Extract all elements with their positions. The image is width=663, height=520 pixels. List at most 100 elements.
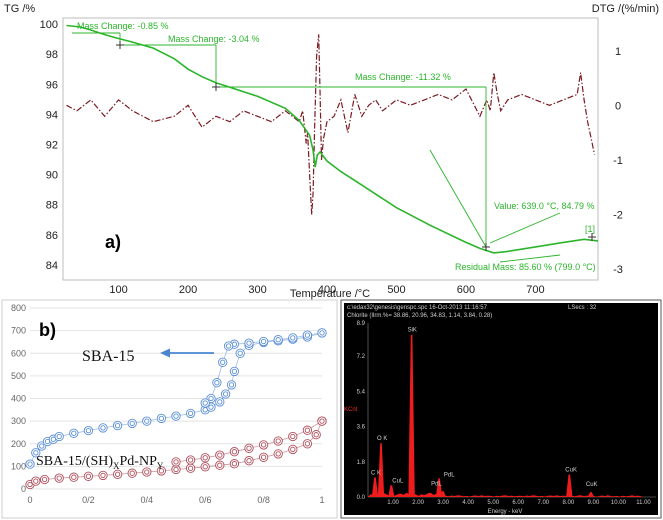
isotherm-point [156, 466, 167, 476]
isotherm-point-inner [275, 438, 281, 444]
isotherm-x-tick: 0/8 [257, 495, 270, 505]
isotherm-point [54, 431, 64, 442]
tg-y-tick: 86 [46, 230, 58, 242]
edx-x-tick: 4.00 [462, 500, 474, 506]
isotherm-point-inner [100, 425, 106, 431]
edx-x-axis-label: Energy - keV [488, 509, 523, 515]
edx-sample-header: Chlorite (Ilrm.%= 38.86, 20.96, 34.83, 1… [347, 313, 492, 319]
isotherm-point [288, 431, 298, 442]
isotherm-y-tick: 200 [11, 439, 26, 449]
edx-peak-label: C K [371, 470, 381, 476]
temperature-x-tick: 200 [179, 284, 197, 296]
isotherm-y-tick: 700 [11, 326, 26, 336]
isotherm-point-inner [173, 459, 179, 465]
isotherm-point [302, 439, 313, 449]
isotherm-point [229, 447, 240, 457]
isotherm-y-ticks: 800 700 600 500 400 300 200 100 0 [11, 303, 26, 494]
isotherm-point-inner [173, 466, 179, 473]
isotherm-point [244, 443, 254, 453]
isotherm-point-inner [114, 471, 121, 477]
isotherm-point [273, 449, 283, 459]
isotherm-point [171, 457, 181, 467]
pd-sample-series [171, 416, 327, 467]
isotherm-point [185, 463, 196, 473]
edx-x-tick: 3.00 [437, 500, 449, 506]
isotherm-point [31, 476, 41, 486]
panel-label-b: b) [39, 320, 56, 340]
isotherm-point [69, 472, 79, 482]
isotherm-y-tick: 0 [21, 484, 26, 494]
isotherm-point-inner [56, 433, 62, 440]
isotherm-point-inner [27, 461, 33, 467]
isotherm-x-tick: 0 [27, 495, 32, 505]
panel-a: TG /% DTG /(%/min) Temperature /°C a) 10… [4, 3, 659, 300]
isotherm-point-inner [202, 400, 208, 406]
isotherm-point [311, 430, 321, 440]
isotherm-point-inner [290, 446, 296, 453]
isotherm-point [288, 333, 298, 343]
isotherm-point [215, 450, 225, 460]
isotherm-point [156, 413, 167, 424]
isotherm-point [288, 444, 298, 455]
edx-peak [388, 485, 395, 497]
isotherm-y-tick: 100 [11, 461, 26, 471]
isotherm-point [83, 425, 94, 436]
isotherm-point [200, 398, 210, 408]
isotherm-point-inner [202, 455, 208, 461]
isotherm-point-inner [228, 382, 235, 388]
isotherm-point [112, 420, 123, 431]
isotherm-point-inner [187, 410, 194, 417]
isotherm-point-inner [304, 332, 311, 338]
isotherm-point-inner [187, 457, 194, 463]
isotherm-point-inner [158, 415, 165, 422]
isotherm-point-inner [246, 458, 252, 464]
temperature-x-tick: 600 [457, 284, 475, 296]
temperature-x-tick: 300 [248, 284, 266, 296]
isotherm-y-tick: 500 [11, 371, 26, 381]
isotherm-point-inner [275, 337, 281, 343]
isotherm-y-tick: 600 [11, 348, 26, 358]
isotherm-point [171, 411, 181, 421]
isotherm-point-inner [100, 472, 106, 479]
isotherm-point [258, 336, 269, 347]
isotherm-point-inner [246, 445, 252, 451]
edx-x-tick: 8.00 [563, 500, 575, 506]
isotherm-point [317, 416, 327, 426]
tg-plot-frame [62, 17, 599, 281]
edx-y-tick: 0.0 [357, 495, 366, 501]
tg-y-ticks: 100 98 96 94 92 90 88 86 84 [40, 19, 58, 272]
isotherm-point-inner [27, 481, 33, 488]
isotherm-point-inner [187, 465, 194, 471]
isotherm-point-inner [319, 330, 325, 336]
isotherm-point-inner [71, 474, 77, 480]
isotherm-point [302, 330, 313, 340]
tg-y-tick: 92 [46, 139, 58, 151]
isotherm-point [112, 469, 123, 479]
isotherm-point-inner [313, 432, 319, 438]
isotherm-point [258, 452, 269, 462]
isotherm-point [244, 456, 254, 466]
isotherm-point [273, 335, 283, 345]
isotherm-point-inner [39, 443, 45, 449]
isotherm-point [25, 459, 35, 469]
edx-x-tick: 5.00 [487, 500, 499, 506]
temperature-x-tick: 400 [318, 284, 336, 296]
isotherm-point-inner [217, 462, 223, 468]
isotherm-point-inner [33, 450, 39, 456]
isotherm-point-inner [208, 404, 214, 410]
edx-spectrum [368, 334, 644, 497]
panel-b: 800 700 600 500 400 300 200 100 0 0 0/2 … [1, 299, 338, 519]
isotherm-point-inner [71, 430, 77, 436]
isotherm-point-inner [290, 335, 296, 341]
dtg-y-ticks: 1 0 -1 -2 -3 [613, 46, 623, 276]
isotherm-point-inner [275, 451, 281, 457]
isotherm-point-inner [220, 359, 226, 365]
edx-y-tick: 1.8 [357, 460, 366, 466]
isotherm-point-inner [114, 422, 121, 429]
edx-lsecs-label: LSecs : 32 [568, 305, 597, 311]
sba15-arrow-icon [160, 348, 170, 358]
isotherm-point-inner [144, 418, 150, 424]
isotherm-point [54, 473, 64, 483]
isotherm-point [229, 366, 240, 377]
value-point-label: Value: 639.0 °C, 84.79 % [494, 201, 595, 211]
